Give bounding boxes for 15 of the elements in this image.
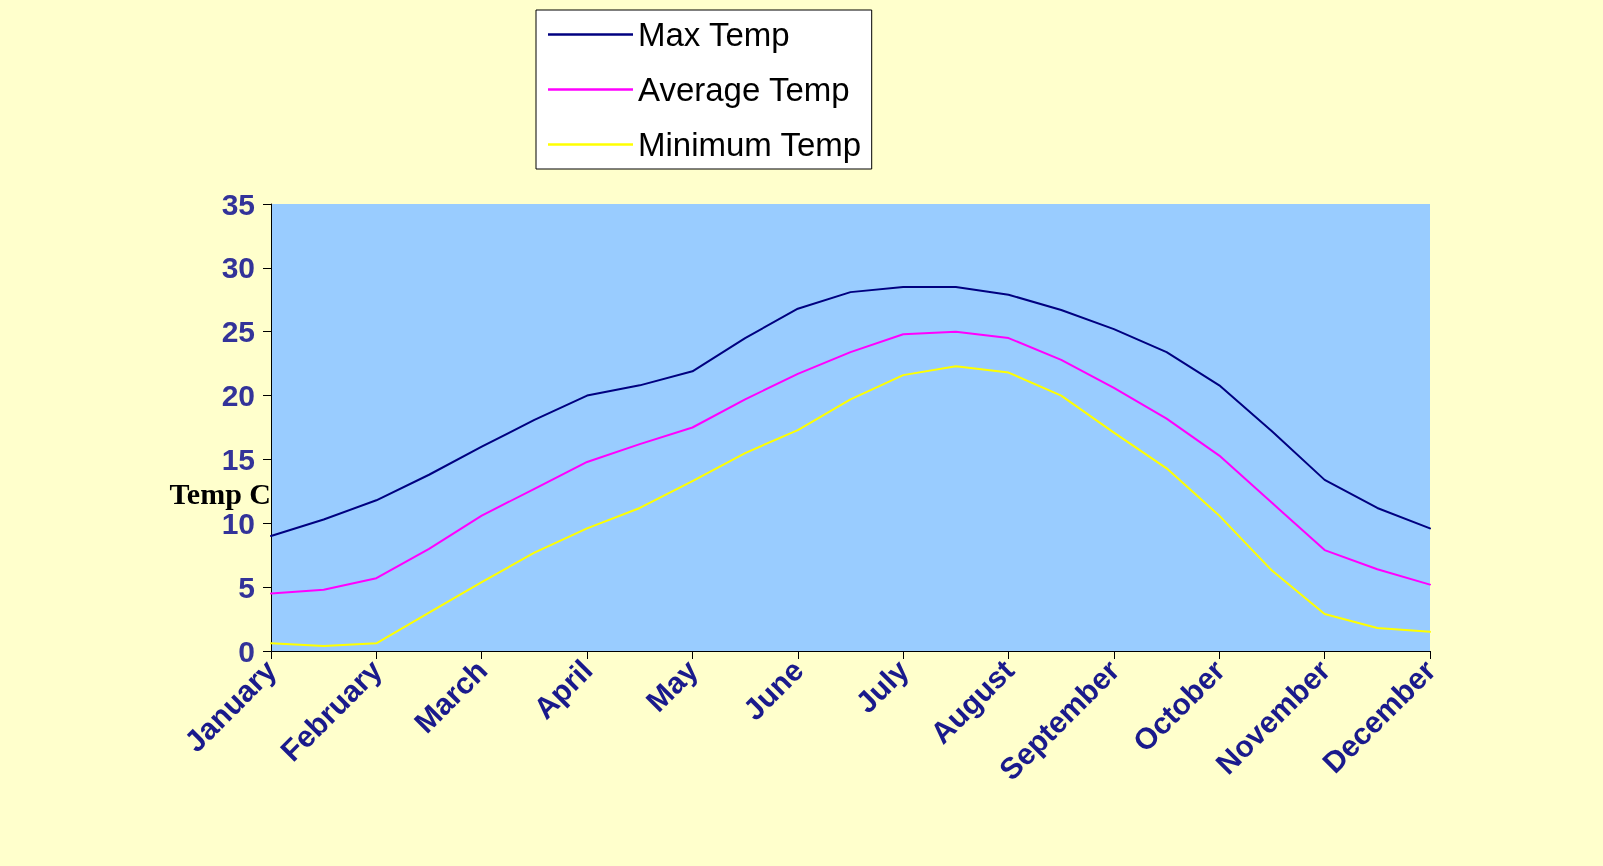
y-tick-label: 30	[221, 251, 255, 285]
line-series	[270, 286, 1431, 538]
y-tick-label: 25	[221, 315, 255, 349]
y-tick-label: 15	[221, 442, 255, 476]
line-series	[270, 330, 1431, 595]
legend-label: Average Temp	[638, 71, 850, 108]
legend-label: Max Temp	[638, 16, 790, 53]
y-tick-label: 35	[221, 187, 255, 221]
x-tick-label: July	[849, 653, 916, 720]
legend-label: Minimum Temp	[638, 126, 862, 163]
x-tick-label: May	[639, 653, 705, 718]
y-tick-label: 5	[238, 570, 255, 604]
y-tick-label: 0	[238, 634, 255, 668]
y-tick-label: 20	[221, 379, 255, 413]
line-series	[270, 365, 1431, 647]
